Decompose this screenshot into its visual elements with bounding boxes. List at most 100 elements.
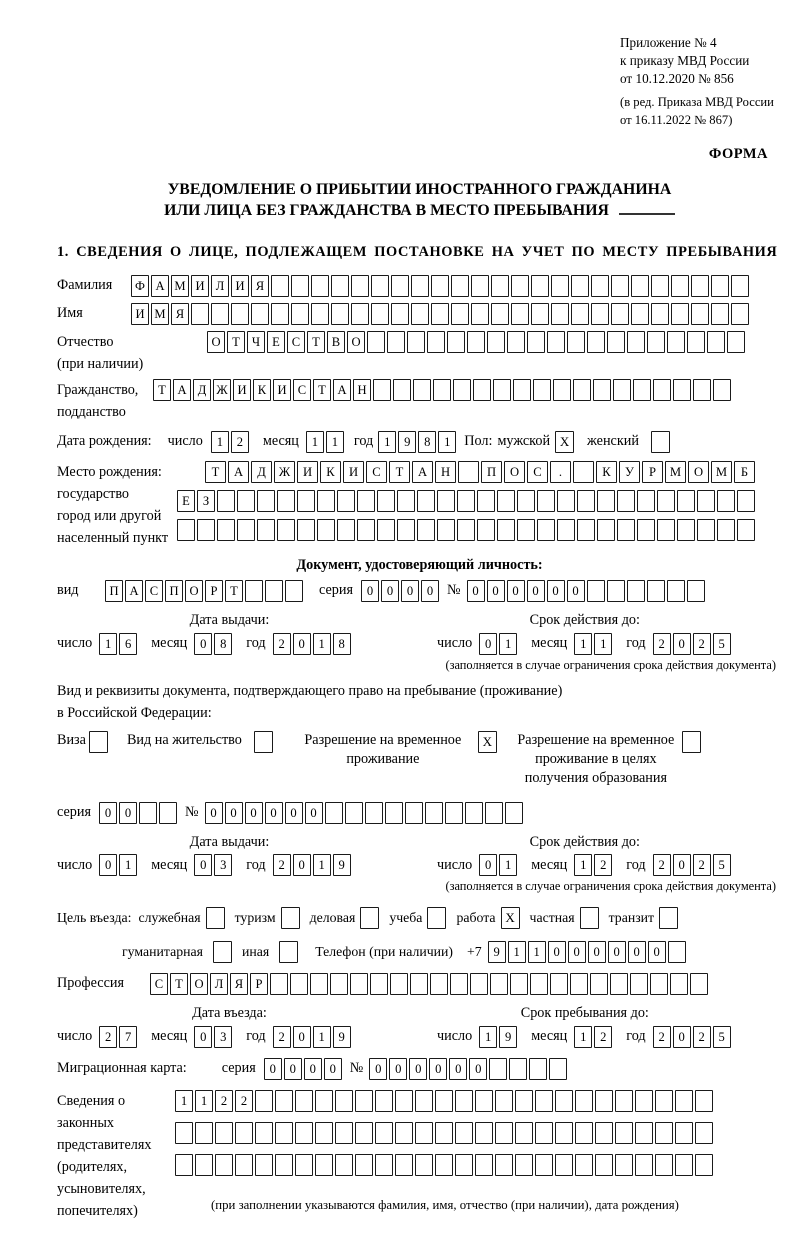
char-box[interactable] (335, 1089, 353, 1112)
char-box[interactable]: Т (225, 579, 243, 602)
char-box[interactable]: 0 (546, 579, 565, 602)
char-box[interactable] (337, 490, 355, 513)
char-box[interactable] (451, 275, 469, 298)
char-box[interactable] (435, 1089, 453, 1112)
char-box[interactable]: И (131, 303, 149, 326)
char-box[interactable] (533, 379, 551, 402)
char-box[interactable] (464, 801, 483, 824)
char-box[interactable] (535, 1153, 553, 1176)
char-box[interactable]: 2 (230, 431, 249, 454)
char-box[interactable] (507, 331, 525, 354)
purpose-work-checkbox[interactable]: X (500, 906, 520, 929)
char-box[interactable]: 1 (574, 854, 593, 877)
char-box[interactable] (630, 972, 648, 995)
char-box[interactable]: А (151, 275, 169, 298)
char-box[interactable]: П (105, 579, 123, 602)
char-box[interactable] (471, 275, 489, 298)
char-box[interactable] (395, 1121, 413, 1144)
char-box[interactable] (571, 303, 589, 326)
char-box[interactable] (377, 519, 395, 542)
gender-male-checkbox[interactable]: X (555, 431, 575, 454)
char-box[interactable]: 6 (119, 632, 138, 655)
char-box[interactable]: А (228, 461, 249, 484)
char-box[interactable] (415, 1121, 433, 1144)
char-box[interactable] (675, 1089, 693, 1112)
char-box[interactable]: Ч (247, 331, 265, 354)
char-box[interactable] (375, 1089, 393, 1112)
char-box[interactable] (195, 1121, 213, 1144)
char-box[interactable]: 0 (380, 579, 399, 602)
char-box[interactable] (371, 303, 389, 326)
char-box[interactable] (431, 303, 449, 326)
char-box[interactable] (671, 275, 689, 298)
char-box[interactable] (370, 972, 388, 995)
char-box[interactable]: 0 (506, 579, 525, 602)
char-box[interactable] (435, 1153, 453, 1176)
char-box[interactable] (567, 331, 585, 354)
char-box[interactable] (357, 519, 375, 542)
char-box[interactable] (337, 519, 355, 542)
char-box[interactable] (458, 461, 479, 484)
char-box[interactable]: Р (205, 579, 223, 602)
char-box[interactable] (404, 801, 423, 824)
char-box[interactable]: 2 (594, 1025, 613, 1048)
char-box[interactable]: 1 (574, 632, 593, 655)
char-box[interactable] (271, 275, 289, 298)
char-box[interactable] (595, 1121, 613, 1144)
char-box[interactable] (395, 1089, 413, 1112)
char-box[interactable] (606, 579, 625, 602)
char-box[interactable]: 1 (479, 1025, 498, 1048)
char-box[interactable] (529, 1057, 548, 1080)
char-box[interactable] (737, 519, 755, 542)
char-box[interactable]: М (665, 461, 686, 484)
char-box[interactable] (653, 379, 671, 402)
char-box[interactable] (475, 1121, 493, 1144)
char-box[interactable] (511, 303, 529, 326)
char-box[interactable]: В (327, 331, 345, 354)
char-box[interactable] (555, 1089, 573, 1112)
char-box[interactable] (455, 1089, 473, 1112)
char-box[interactable]: 0 (449, 1057, 468, 1080)
char-box[interactable]: С (293, 379, 311, 402)
char-box[interactable]: 5 (712, 1025, 731, 1048)
char-box[interactable]: А (173, 379, 191, 402)
char-box[interactable]: 3 (214, 1025, 233, 1048)
char-box[interactable] (597, 490, 615, 513)
residence-permit-checkbox[interactable] (253, 730, 273, 753)
char-box[interactable]: 0 (283, 1057, 302, 1080)
char-box[interactable] (530, 972, 548, 995)
char-box[interactable]: 0 (292, 1025, 311, 1048)
char-box[interactable] (257, 490, 275, 513)
char-box[interactable]: К (253, 379, 271, 402)
char-box[interactable]: 0 (420, 579, 439, 602)
char-box[interactable]: 1 (499, 854, 518, 877)
char-box[interactable] (411, 303, 429, 326)
char-box[interactable] (711, 275, 729, 298)
char-box[interactable]: 1 (175, 1089, 193, 1112)
char-box[interactable] (211, 303, 229, 326)
char-box[interactable]: И (273, 379, 291, 402)
char-box[interactable] (487, 331, 505, 354)
char-box[interactable]: 5 (712, 632, 731, 655)
char-box[interactable]: 1 (438, 431, 457, 454)
char-box[interactable]: Б (734, 461, 755, 484)
char-box[interactable] (626, 579, 645, 602)
char-box[interactable] (473, 379, 491, 402)
purpose-study-checkbox[interactable] (427, 906, 447, 929)
char-box[interactable] (515, 1153, 533, 1176)
char-box[interactable] (687, 331, 705, 354)
char-box[interactable] (331, 303, 349, 326)
char-box[interactable]: 1 (119, 854, 138, 877)
char-box[interactable]: П (481, 461, 502, 484)
char-box[interactable] (517, 519, 535, 542)
char-box[interactable] (717, 519, 735, 542)
char-box[interactable] (390, 972, 408, 995)
char-box[interactable] (655, 1153, 673, 1176)
